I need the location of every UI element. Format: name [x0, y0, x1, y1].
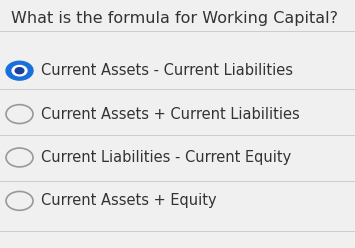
Circle shape	[12, 65, 27, 76]
Circle shape	[15, 68, 24, 74]
Text: Current Assets + Current Liabilities: Current Assets + Current Liabilities	[41, 107, 300, 122]
Text: Current Assets - Current Liabilities: Current Assets - Current Liabilities	[41, 63, 293, 78]
Text: Current Assets + Equity: Current Assets + Equity	[41, 193, 217, 208]
Text: Current Liabilities - Current Equity: Current Liabilities - Current Equity	[41, 150, 291, 165]
Circle shape	[6, 61, 33, 80]
Text: What is the formula for Working Capital?: What is the formula for Working Capital?	[11, 11, 338, 26]
